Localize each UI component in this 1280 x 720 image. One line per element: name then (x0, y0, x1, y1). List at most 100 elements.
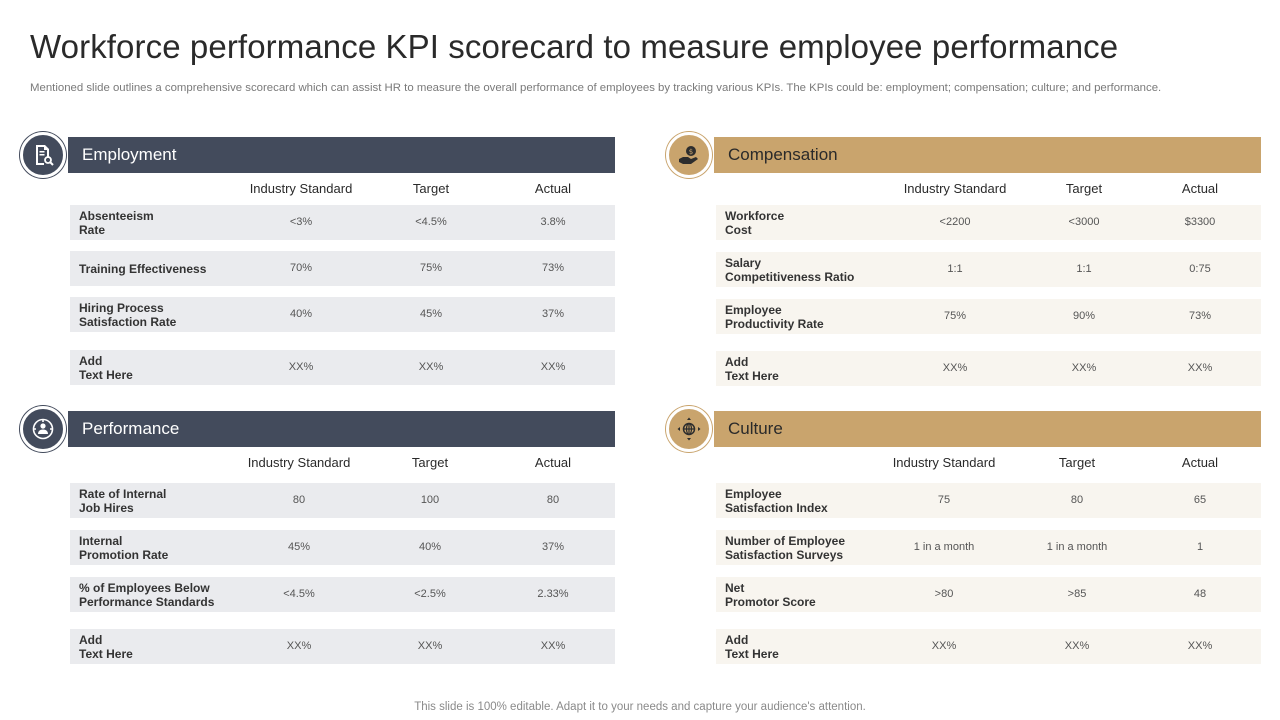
table-row: Add Text Here XX% XX% XX% (70, 350, 615, 385)
cell-target: 75% (419, 262, 443, 274)
cell-industry-standard: XX% (286, 640, 312, 652)
column-header-actual: Actual (1181, 455, 1219, 470)
employment-section: Employment Industry Standard Target Actu… (20, 132, 615, 405)
row-label: Training Effectiveness (79, 261, 207, 276)
cell-industry-standard: 1:1 (947, 263, 963, 275)
cell-target: <3000 (1068, 216, 1100, 228)
column-header-target: Target (411, 455, 449, 470)
column-header-target: Target (1065, 181, 1103, 196)
globe-arrows-icon (666, 406, 712, 452)
cell-target: 40% (418, 541, 442, 553)
table-row: Add Text Here XX% XX% XX% (70, 629, 615, 664)
cell-industry-standard: XX% (931, 640, 957, 652)
table-row: Training Effectiveness 70% 75% 73% (70, 251, 615, 286)
table-row: Employee Productivity Rate 75% 90% 73% (716, 299, 1261, 334)
cell-actual: 1 (1196, 541, 1204, 553)
cell-target: XX% (1064, 640, 1090, 652)
performance-title: Performance (82, 419, 180, 438)
column-header-industry-standard: Industry Standard (247, 455, 351, 470)
row-label: Net Promotor Score (725, 580, 816, 609)
cell-actual: 3.8% (540, 216, 566, 228)
culture-header (714, 411, 1261, 447)
cell-target: XX% (417, 640, 443, 652)
employment-title: Employment (82, 145, 177, 164)
table-row: Add Text Here XX% XX% XX% (716, 351, 1261, 386)
table-row: Number of Employee Satisfaction Surveys … (716, 530, 1261, 565)
cell-industry-standard: 75% (943, 310, 967, 322)
cell-industry-standard: 75 (937, 494, 951, 506)
table-row: % of Employees Below Performance Standar… (70, 577, 615, 612)
row-label: Workforce Cost (725, 208, 785, 237)
column-header-industry-standard: Industry Standard (903, 181, 1007, 196)
column-header-actual: Actual (534, 455, 572, 470)
culture-section: Culture Industry Standard Target Actual … (666, 406, 1261, 679)
cell-industry-standard: >80 (934, 588, 954, 600)
table-row: Workforce Cost <2200 <3000 $3300 (716, 205, 1261, 240)
cell-industry-standard: 1 in a month (913, 541, 975, 553)
column-header-actual: Actual (534, 181, 572, 196)
cell-industry-standard: XX% (288, 361, 314, 373)
page-subtitle: Mentioned slide outlines a comprehensive… (30, 82, 1162, 94)
row-label: Hiring Process Satisfaction Rate (79, 300, 177, 329)
row-label: Add Text Here (725, 354, 779, 383)
cell-actual: 37% (541, 308, 565, 320)
cell-target: 45% (419, 308, 443, 320)
row-label: Internal Promotion Rate (79, 533, 169, 562)
cell-target: 80 (1070, 494, 1084, 506)
money-hand-icon: $ (666, 132, 712, 178)
cell-actual: $3300 (1184, 216, 1216, 228)
row-label: Add Text Here (725, 632, 779, 661)
column-header-industry-standard: Industry Standard (892, 455, 996, 470)
cell-industry-standard: <3% (289, 216, 313, 228)
cell-target: 1:1 (1076, 263, 1092, 275)
cell-industry-standard: 40% (289, 308, 313, 320)
compensation-header (714, 137, 1261, 173)
cell-target: >85 (1067, 588, 1087, 600)
cell-target: 1 in a month (1046, 541, 1108, 553)
table-row: Rate of Internal Job Hires 80 100 80 (70, 483, 615, 518)
column-header-target: Target (412, 181, 450, 196)
cell-actual: XX% (540, 640, 566, 652)
cell-industry-standard: <2200 (939, 216, 971, 228)
row-label: Add Text Here (79, 353, 133, 382)
performance-section: Performance Industry Standard Target Act… (20, 406, 615, 679)
cell-target: <4.5% (415, 216, 447, 228)
cell-actual: 48 (1193, 588, 1207, 600)
cell-actual: 73% (1188, 310, 1212, 322)
svg-text:$: $ (689, 148, 693, 156)
row-label: % of Employees Below Performance Standar… (79, 580, 215, 609)
cell-actual: 65 (1193, 494, 1207, 506)
column-header-industry-standard: Industry Standard (249, 181, 353, 196)
cell-actual: XX% (540, 361, 566, 373)
cell-industry-standard: 80 (292, 494, 306, 506)
row-label: Number of Employee Satisfaction Surveys (725, 533, 846, 562)
cell-industry-standard: 70% (289, 262, 313, 274)
column-header-target: Target (1058, 455, 1096, 470)
footer-note: This slide is 100% editable. Adapt it to… (414, 701, 866, 713)
compensation-title: Compensation (728, 145, 838, 164)
employment-header (68, 137, 615, 173)
table-row: Net Promotor Score >80 >85 48 (716, 577, 1261, 612)
cell-industry-standard: 45% (287, 541, 311, 553)
table-row: Add Text Here XX% XX% XX% (716, 629, 1261, 664)
cell-target: XX% (418, 361, 444, 373)
page-title: Workforce performance KPI scorecard to m… (30, 28, 1119, 65)
cell-actual: 0:75 (1189, 263, 1211, 275)
row-label: Employee Satisfaction Index (725, 486, 828, 515)
cell-actual: XX% (1187, 640, 1213, 652)
cell-actual: 73% (541, 262, 565, 274)
cell-target: <2.5% (414, 588, 446, 600)
cell-actual: 2.33% (537, 588, 569, 600)
performance-header (68, 411, 615, 447)
row-label: Absenteeism Rate (79, 208, 154, 237)
document-search-icon (20, 132, 66, 178)
cell-actual: XX% (1187, 362, 1213, 374)
cell-target: 100 (420, 494, 440, 506)
row-label: Salary Competitiveness Ratio (725, 255, 855, 284)
table-row: Absenteeism Rate <3% <4.5% 3.8% (70, 205, 615, 240)
column-header-actual: Actual (1181, 181, 1219, 196)
cell-target: 90% (1072, 310, 1096, 322)
table-row: Salary Competitiveness Ratio 1:1 1:1 0:7… (716, 252, 1261, 287)
compensation-section: $ Compensation Industry Standard Target … (666, 132, 1261, 405)
table-row: Internal Promotion Rate 45% 40% 37% (70, 530, 615, 565)
